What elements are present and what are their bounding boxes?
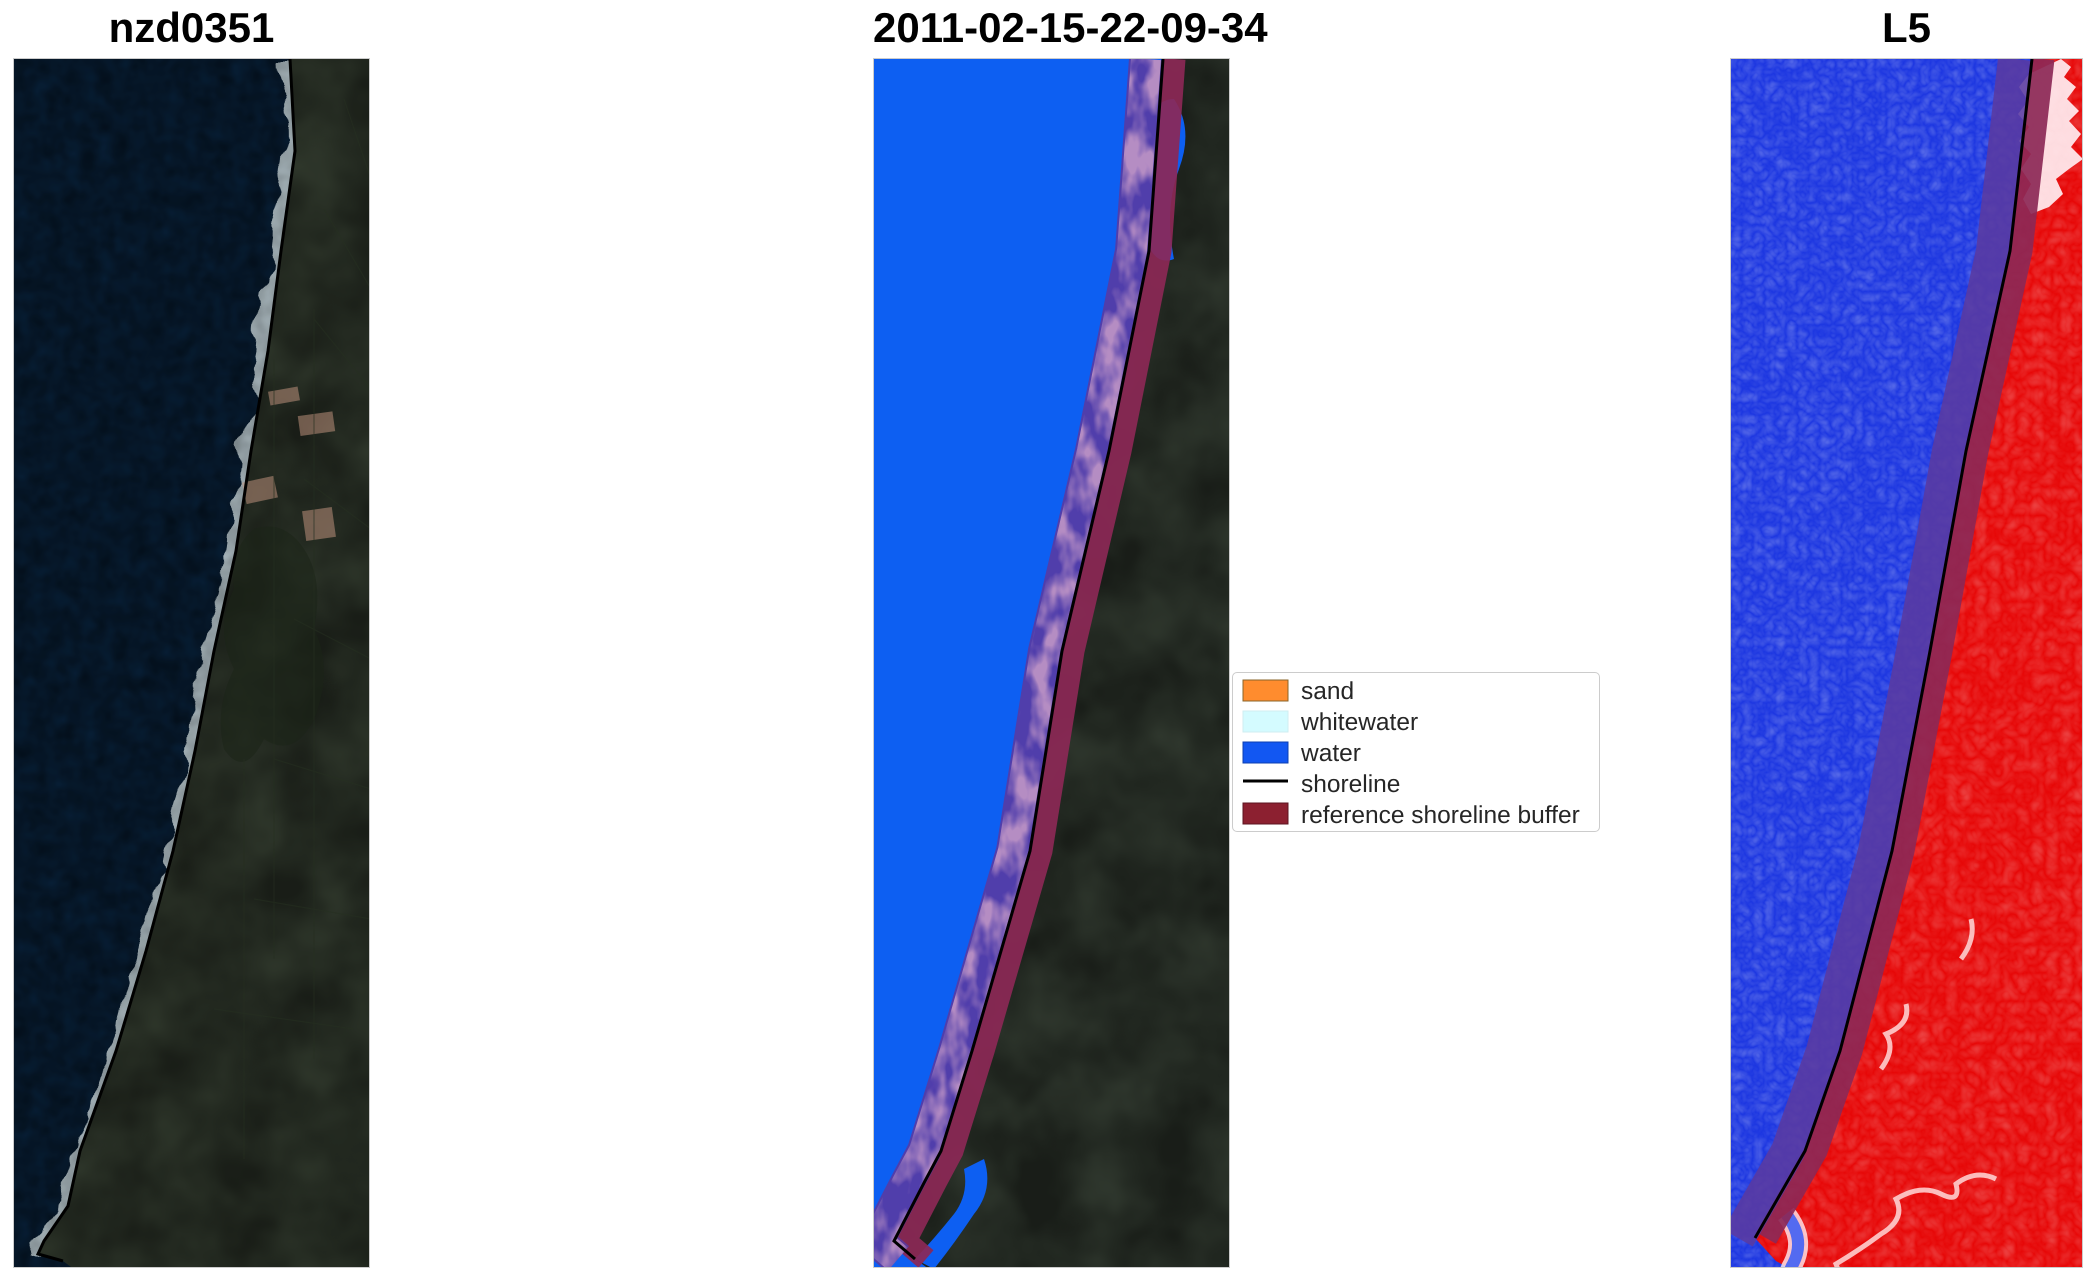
svg-text:reference shoreline buffer: reference shoreline buffer — [1301, 802, 1580, 829]
svg-text:water: water — [1300, 740, 1361, 767]
svg-text:whitewater: whitewater — [1300, 709, 1418, 736]
svg-text:sand: sand — [1301, 678, 1354, 705]
svg-text:shoreline: shoreline — [1301, 771, 1400, 798]
